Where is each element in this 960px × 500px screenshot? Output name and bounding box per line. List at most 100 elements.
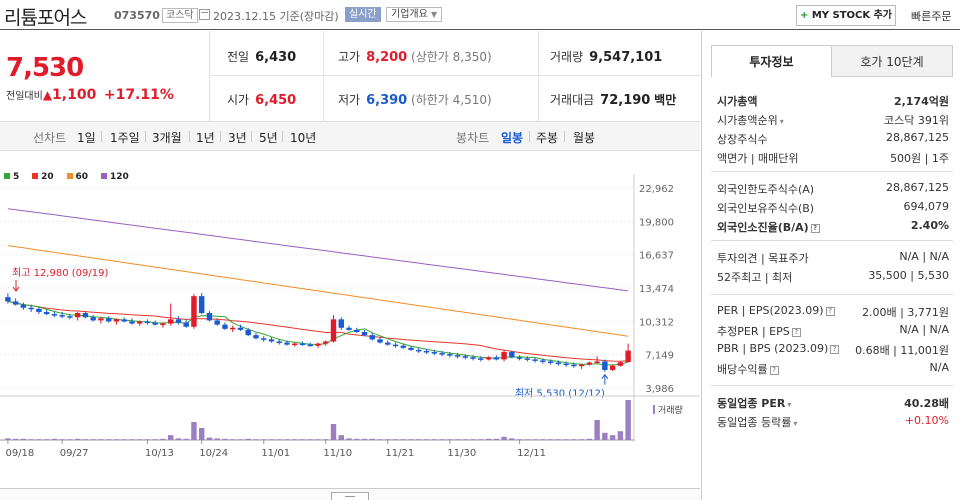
help-icon[interactable]: ?	[810, 224, 820, 233]
panel-tabs: 투자정보 호가 10단계	[711, 45, 953, 77]
info-row-value: 500원 | 1주	[890, 152, 949, 165]
company-overview-label: 기업개요	[391, 9, 428, 20]
caret-down-icon: ▼	[431, 10, 438, 19]
open-value: 6,450	[255, 93, 297, 108]
candle-body	[625, 350, 631, 363]
x-tick-label: 12/11	[517, 448, 546, 459]
period-10y[interactable]: 10년	[290, 131, 317, 145]
volume-bar	[617, 431, 624, 440]
candle-body	[501, 352, 507, 360]
candle-body	[167, 319, 174, 324]
candle-body	[230, 327, 236, 330]
info-row-value: 28,867,125	[886, 181, 949, 194]
help-icon[interactable]: ?	[769, 366, 779, 375]
period-1y[interactable]: 1년	[196, 131, 215, 145]
quick-order-link[interactable]: 빠른주문	[911, 10, 952, 23]
add-my-stock-button[interactable]: + MY STOCK 추가	[796, 5, 896, 26]
help-icon[interactable]: ?	[825, 307, 835, 316]
candle-body	[237, 327, 244, 330]
realtime-button[interactable]: 실시간	[345, 7, 381, 22]
volume-bar	[90, 439, 96, 441]
volume-bar	[571, 439, 577, 441]
candle-body	[547, 361, 554, 364]
volume-bar	[299, 439, 306, 441]
candle-body	[191, 296, 197, 327]
caret-down-icon[interactable]: ▾	[779, 117, 784, 126]
high-value: 8,200	[366, 50, 408, 65]
volume-bar	[416, 439, 422, 441]
volume-bar	[540, 439, 546, 441]
base-date: 2023.12.15 기준(장마감)	[213, 10, 339, 23]
legend-ma20-label: 20	[41, 172, 54, 182]
volume-bar	[400, 439, 406, 441]
price-chart[interactable]: 5 20 60 120 22,962 19,800 16,637 13,474 10,3…	[0, 152, 700, 488]
tab-order-book[interactable]: 호가 10단계	[831, 45, 953, 77]
candle-body	[12, 301, 19, 305]
candle-body	[292, 343, 298, 346]
candle-body	[5, 297, 11, 302]
divider	[209, 31, 210, 121]
volume-bar	[315, 439, 321, 441]
period-3m[interactable]: 3개월	[152, 131, 182, 145]
info-row-label: 동일업종 PER ▾	[717, 397, 792, 410]
low-arrow-icon	[601, 373, 609, 380]
chart-scroll-strip[interactable]	[0, 488, 700, 500]
x-tick-label: 10/13	[145, 448, 174, 459]
volume-bar	[431, 439, 438, 441]
candle-monthly[interactable]: 월봉	[573, 131, 596, 145]
period-5y[interactable]: 5년	[259, 131, 278, 145]
tab-investment-info[interactable]: 투자정보	[711, 45, 832, 77]
divider	[711, 171, 953, 172]
info-row-label: 동일업종 등락률 ▾	[717, 416, 798, 429]
info-row: PBR | BPS (2023.09)? 0.68배 | 11,001원	[711, 340, 953, 358]
candle-body	[20, 304, 27, 308]
volume-bar	[423, 439, 430, 441]
candle-body	[392, 344, 399, 347]
period-1w[interactable]: 1주일	[110, 131, 140, 145]
period-3y[interactable]: 3년	[228, 131, 247, 145]
candle-body	[516, 357, 523, 359]
divider	[282, 131, 283, 142]
volume-label: 거래량	[658, 404, 683, 416]
period-1d[interactable]: 1일	[77, 131, 96, 145]
investment-info-panel: 투자정보 호가 10단계 시가총액 2,174억원 시가총액순위 ▾ 코스닥 391위 상…	[701, 31, 960, 500]
candle-body	[113, 319, 120, 322]
change-value: 1,100	[52, 87, 97, 103]
candle-daily[interactable]: 일봉	[501, 131, 524, 145]
candle-body	[462, 356, 469, 358]
volume-bar	[307, 439, 313, 441]
help-icon[interactable]: ?	[791, 328, 801, 337]
high-price: 고가 8,200 (상한가 8,350)	[338, 48, 492, 65]
legend-ma60-label: 60	[75, 172, 89, 182]
divider	[529, 131, 530, 142]
candle-weekly[interactable]: 주봉	[536, 131, 559, 145]
candle-body	[245, 329, 251, 336]
caret-down-icon[interactable]: ▾	[793, 419, 798, 428]
volume-bar	[214, 438, 220, 440]
volume-bar	[493, 438, 500, 440]
volume-bar	[230, 439, 236, 441]
volume-bar	[98, 439, 104, 441]
volume-bar	[547, 439, 554, 441]
info-row: 외국인소진율(B/A)? 2.40%	[711, 217, 953, 235]
candle-body	[198, 296, 205, 314]
candle-body	[307, 344, 313, 347]
prev-close-label: 전일	[227, 50, 250, 64]
help-icon[interactable]: ?	[830, 345, 840, 354]
info-row: 상장주식수 28,867,125	[711, 129, 953, 147]
caret-down-icon[interactable]: ▾	[787, 400, 792, 409]
candle-body	[586, 362, 593, 365]
volume-bar	[532, 439, 538, 441]
volume-bar	[144, 439, 151, 441]
candle-body	[51, 314, 58, 316]
volume-bar	[237, 439, 244, 441]
candle-body	[594, 361, 600, 364]
chart-legend: 5 20 60 120	[4, 172, 139, 182]
candle-body	[478, 358, 484, 360]
open-label: 시가	[227, 93, 250, 107]
info-row-label: 상장주식수	[717, 133, 768, 146]
scroll-handle[interactable]	[331, 492, 369, 500]
company-overview-dropdown[interactable]: 기업개요 ▼	[386, 7, 443, 22]
candlestick-svg[interactable]: 22,962 19,800 16,637 13,474 10,312 7,149 3,986…	[0, 152, 700, 488]
candle-body	[454, 355, 461, 357]
